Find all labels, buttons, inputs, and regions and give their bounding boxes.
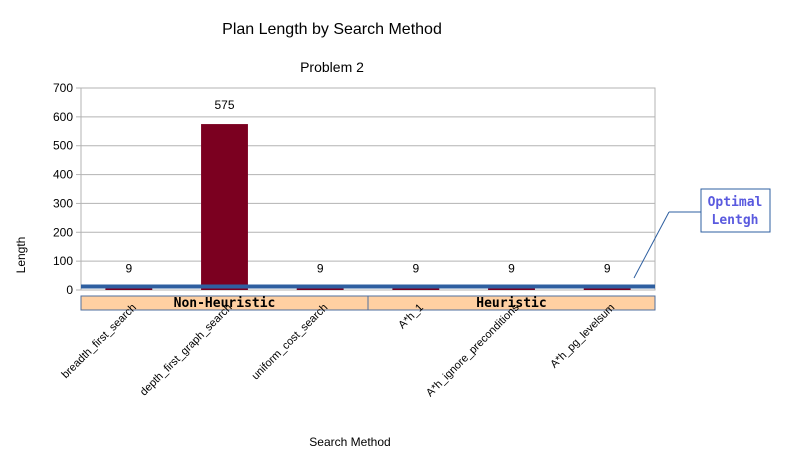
callout-line-1: Optimal — [708, 195, 763, 210]
category-groups: Non-Heuristic Heuristic — [80, 295, 656, 311]
y-tick-label: 400 — [53, 168, 73, 182]
y-tick-label: 500 — [53, 139, 73, 153]
bars — [105, 124, 631, 290]
bar-1 — [201, 124, 248, 290]
group-label-0: Non-Heuristic — [174, 296, 276, 311]
y-axis-ticks: 0 100 200 300 400 500 600 700 — [53, 81, 81, 297]
data-labels: 9 575 9 9 9 9 — [125, 98, 610, 275]
data-label-3: 9 — [412, 261, 419, 275]
bar-3 — [392, 287, 440, 290]
bar-2 — [296, 287, 344, 290]
optimal-length-callout: Optimal Lentgh — [633, 188, 771, 279]
callout-line-2: Lentgh — [712, 213, 759, 228]
bar-4 — [488, 287, 535, 290]
data-label-0: 9 — [125, 261, 132, 275]
y-axis-label: Length — [14, 237, 28, 274]
category-label-0: breadth_first_search — [60, 302, 139, 381]
category-label-5: A*h_pg_levelsum — [548, 302, 617, 371]
y-tick-label: 700 — [53, 81, 73, 95]
group-label-1: Heuristic — [476, 296, 546, 311]
bar-0 — [105, 287, 153, 290]
y-tick-label: 0 — [66, 283, 73, 297]
x-axis-label: Search Method — [309, 435, 390, 449]
group-band-1 — [367, 295, 656, 311]
chart-title: Plan Length by Search Method — [222, 21, 442, 38]
plot-area — [80, 87, 656, 291]
y-tick-label: 300 — [53, 196, 73, 210]
callout-leader — [633, 211, 670, 279]
y-tick-label: 600 — [53, 110, 73, 124]
chart-subtitle: Problem 2 — [300, 59, 364, 75]
data-label-4: 9 — [508, 261, 515, 275]
data-label-2: 9 — [317, 261, 324, 275]
x-axis-categories: breadth_first_searchdepth_first_graph_se… — [60, 301, 618, 399]
gridlines — [81, 87, 655, 291]
category-label-1: depth_first_graph_search — [138, 302, 235, 399]
y-tick-label: 200 — [53, 225, 73, 239]
data-label-1: 575 — [214, 98, 234, 112]
callout-box — [700, 188, 771, 233]
category-label-4: A*h_ignore_preconditions — [424, 301, 522, 399]
y-tick-label: 100 — [53, 254, 73, 268]
data-label-5: 9 — [604, 261, 611, 275]
bar-5 — [583, 287, 631, 290]
category-label-2: uniform_cost_search — [250, 302, 331, 383]
